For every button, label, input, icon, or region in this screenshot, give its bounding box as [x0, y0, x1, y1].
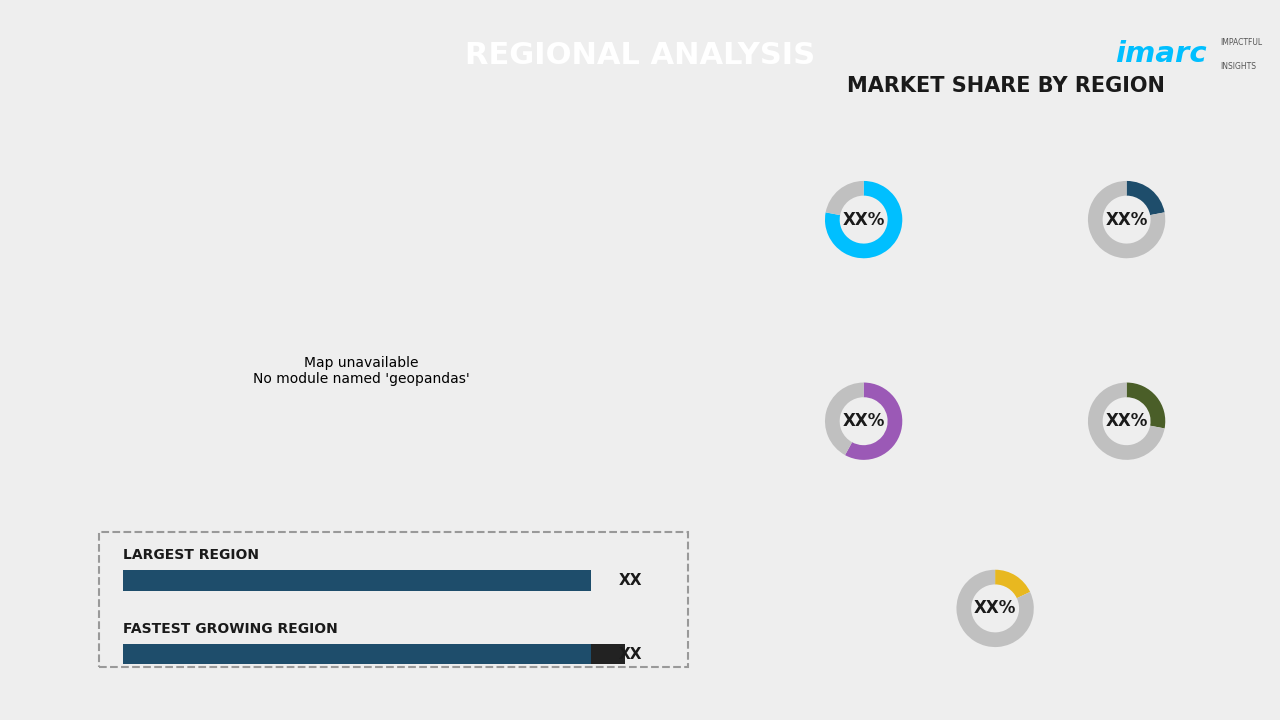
Bar: [123, 644, 591, 665]
Text: XX%: XX%: [1106, 210, 1148, 229]
Text: LARGEST REGION: LARGEST REGION: [123, 548, 259, 562]
Text: MARKET SHARE BY REGION: MARKET SHARE BY REGION: [847, 76, 1165, 96]
Wedge shape: [826, 181, 864, 215]
Text: REGIONAL ANALYSIS: REGIONAL ANALYSIS: [465, 41, 815, 71]
Wedge shape: [826, 181, 902, 258]
Text: INSIGHTS: INSIGHTS: [1220, 62, 1257, 71]
Text: IMPACTFUL: IMPACTFUL: [1220, 37, 1262, 47]
Wedge shape: [826, 382, 864, 455]
Text: XX%: XX%: [842, 412, 884, 431]
Wedge shape: [845, 382, 902, 460]
Text: imarc: imarc: [1116, 40, 1207, 68]
Wedge shape: [1088, 181, 1165, 258]
Text: XX%: XX%: [974, 599, 1016, 618]
Text: XX%: XX%: [1106, 412, 1148, 431]
Bar: [123, 570, 591, 590]
Wedge shape: [995, 570, 1030, 598]
Wedge shape: [1126, 382, 1165, 428]
Text: XX%: XX%: [842, 210, 884, 229]
Text: XX: XX: [620, 572, 643, 588]
Wedge shape: [1088, 382, 1165, 460]
Text: FASTEST GROWING REGION: FASTEST GROWING REGION: [123, 622, 338, 636]
Wedge shape: [1126, 181, 1165, 215]
Bar: [591, 644, 625, 665]
Text: Map unavailable
No module named 'geopandas': Map unavailable No module named 'geopand…: [253, 356, 470, 386]
Text: XX: XX: [620, 647, 643, 662]
Wedge shape: [956, 570, 1034, 647]
